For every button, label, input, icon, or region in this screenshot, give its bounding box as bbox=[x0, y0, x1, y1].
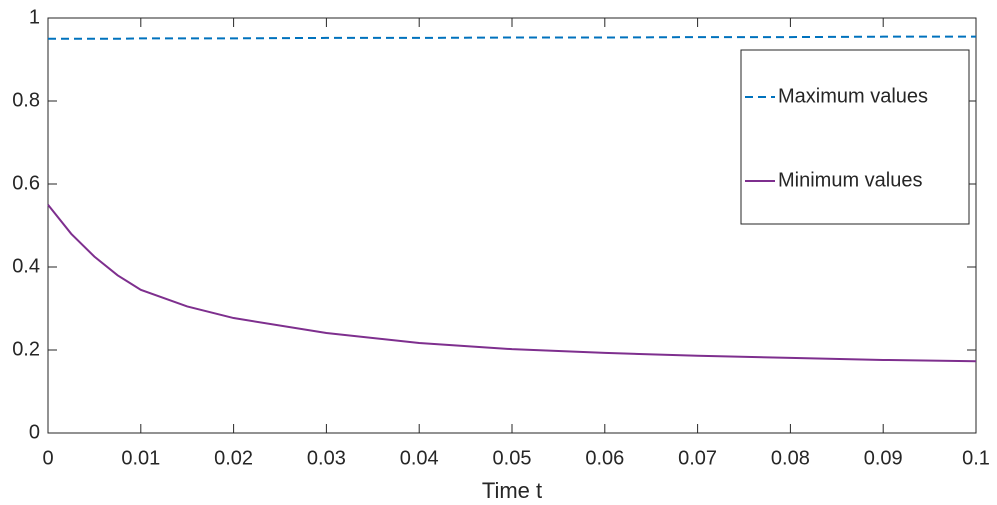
x-tick-label: 0.03 bbox=[307, 447, 346, 469]
legend-label: Minimum values bbox=[778, 169, 922, 191]
y-tick-label: 0.4 bbox=[12, 255, 40, 277]
x-tick-label: 0 bbox=[42, 447, 53, 469]
x-axis-label: Time t bbox=[482, 478, 542, 503]
y-tick-label: 0 bbox=[29, 421, 40, 443]
x-tick-label: 0.04 bbox=[400, 447, 439, 469]
legend-box bbox=[740, 49, 970, 225]
x-tick-label: 0.1 bbox=[962, 447, 990, 469]
x-tick-label: 0.02 bbox=[214, 447, 253, 469]
x-tick-label: 0.05 bbox=[493, 447, 532, 469]
x-tick-label: 0.01 bbox=[121, 447, 160, 469]
series-line bbox=[47, 204, 977, 363]
series-line bbox=[48, 35, 976, 40]
y-tick-label: 0.8 bbox=[12, 89, 40, 111]
x-tick-label: 0.07 bbox=[678, 447, 717, 469]
x-tick-label: 0.06 bbox=[585, 447, 624, 469]
y-tick-label: 0.6 bbox=[12, 172, 40, 194]
x-tick-label: 0.08 bbox=[771, 447, 810, 469]
x-tick-label: 0.09 bbox=[864, 447, 903, 469]
y-tick-label: 1 bbox=[29, 6, 40, 28]
legend-label: Maximum values bbox=[778, 85, 928, 107]
y-tick-label: 0.2 bbox=[12, 338, 40, 360]
